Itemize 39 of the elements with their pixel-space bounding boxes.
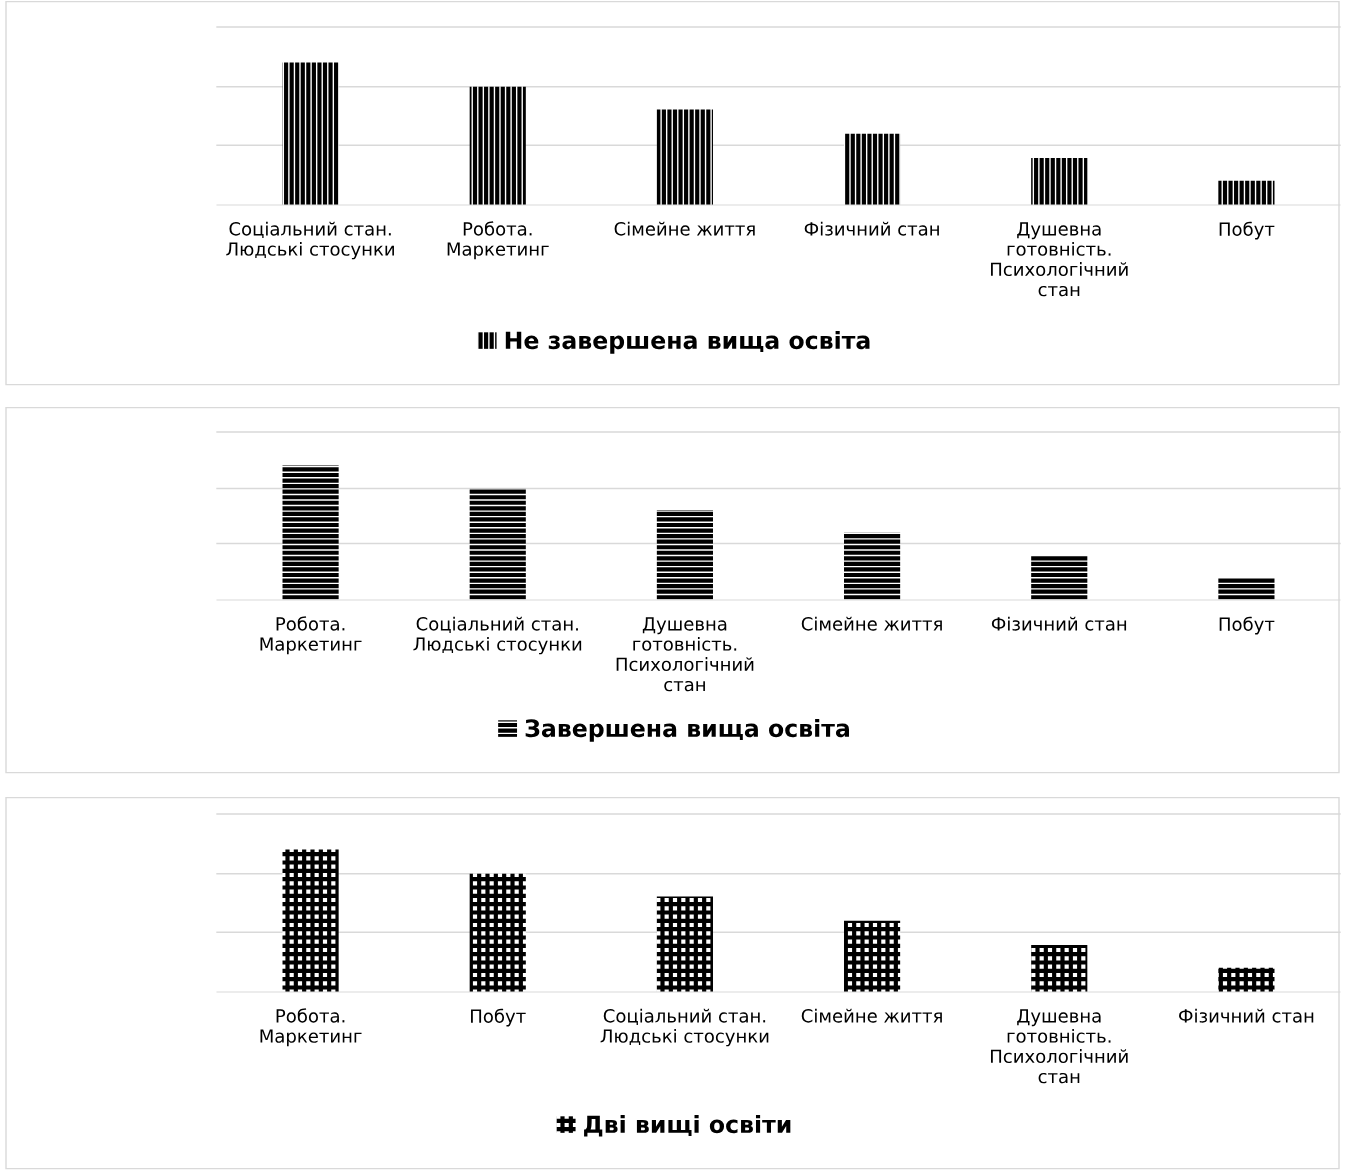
x-tick-label: Побут (1219, 221, 1275, 240)
x-tick-label: Соціальний стан. Людські стосунки (226, 221, 394, 260)
x-tick-label: Сімейне життя (801, 1008, 942, 1023)
x-tick-label: Побут (1219, 616, 1275, 635)
x-tick-label: Фізичний стан (991, 616, 1127, 631)
bar (844, 133, 901, 205)
bar (1031, 158, 1088, 205)
bar (1218, 577, 1275, 600)
x-tick-label: Соціальний стан. Людські стосунки (600, 1008, 769, 1047)
x-tick-label: Побут (471, 1008, 526, 1027)
bar (469, 873, 526, 992)
bar (656, 509, 713, 600)
x-tick-label: Душевна готовність. Психологічний стан (616, 617, 754, 692)
x-tick-label: Сімейне життя (801, 616, 942, 631)
x-tick-label: Робота. Маркетинг (260, 616, 362, 655)
bar (469, 86, 526, 205)
x-tick-label: Душевна готовність. Психологічний стан (991, 1009, 1128, 1084)
bar (1031, 945, 1088, 992)
bar (1218, 180, 1275, 205)
x-tick-label: Душевна готовність. Психологічний стан (991, 222, 1128, 297)
bar (656, 896, 713, 992)
x-tick-label: Сімейне життя (614, 221, 755, 236)
bar (469, 488, 526, 600)
bar (282, 465, 339, 600)
bar (1031, 555, 1088, 600)
x-tick-label: Робота. Маркетинг (260, 1008, 362, 1047)
bar (1218, 967, 1275, 992)
bar (656, 109, 713, 205)
legend-label: Дві вищі освіти (584, 1114, 791, 1137)
x-tick-label: Фізичний стан (1179, 1008, 1314, 1023)
x-tick-label: Робота. Маркетинг (447, 221, 549, 260)
x-tick-label: Фізичний стан (804, 221, 939, 236)
legend-label: Завершена вища освіта (525, 718, 849, 742)
legend-label: Не завершена вища освіта (505, 330, 870, 354)
bar (844, 532, 901, 600)
bar (282, 849, 339, 992)
bar (844, 920, 901, 992)
x-tick-label: Соціальний стан. Людські стосунки (413, 616, 582, 655)
bar (282, 62, 339, 205)
